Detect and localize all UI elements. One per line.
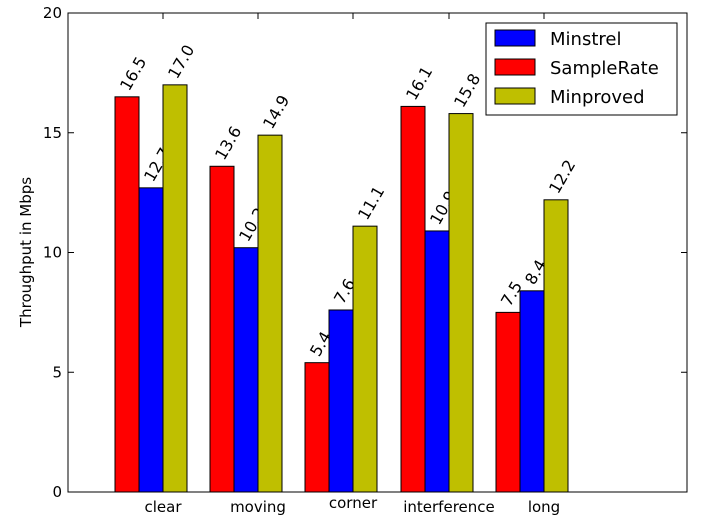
bar-minstrel-interference bbox=[424, 230, 450, 493]
legend-entry-minstrel: Minstrel bbox=[550, 29, 621, 50]
legend-entry-samplerate: SampleRate bbox=[550, 58, 659, 79]
data-label: 16.1 bbox=[402, 63, 436, 103]
bar-minstrel-clear bbox=[138, 187, 164, 493]
plot-area: 16.513.65.416.17.512.710.27.610.98.417.0… bbox=[43, 4, 688, 516]
legend: Minstrel SampleRate Minproved bbox=[485, 22, 678, 116]
y-tick-label: 5 bbox=[52, 363, 62, 381]
bar-minproved-clear bbox=[162, 84, 188, 493]
bar-minproved-moving bbox=[257, 134, 283, 493]
bar-samplerate-interference bbox=[400, 105, 426, 493]
data-label: 16.5 bbox=[116, 53, 150, 93]
bar-minproved-interference bbox=[448, 113, 474, 493]
y-tick-label: 15 bbox=[43, 124, 62, 142]
x-tick-label: moving bbox=[230, 498, 286, 516]
x-tick-label: corner bbox=[329, 494, 378, 512]
data-label: 12.2 bbox=[545, 156, 579, 196]
bar-minstrel-long bbox=[519, 290, 545, 493]
data-label: 17.0 bbox=[164, 41, 198, 81]
bar-minstrel-corner bbox=[328, 309, 354, 493]
y-tick-label: 20 bbox=[43, 4, 62, 22]
bar-minstrel-moving bbox=[233, 247, 259, 493]
bar-samplerate-long bbox=[495, 311, 521, 493]
bar-minproved-corner bbox=[352, 225, 378, 493]
x-tick-label: clear bbox=[144, 498, 182, 516]
legend-swatch-minstrel bbox=[494, 29, 536, 47]
x-tick-label: interference bbox=[403, 498, 495, 516]
bar-minproved-long bbox=[543, 199, 569, 493]
y-tick-label: 0 bbox=[52, 483, 62, 501]
x-tick-label: long bbox=[528, 498, 560, 516]
bar-samplerate-corner bbox=[304, 362, 330, 493]
data-label: 14.9 bbox=[259, 92, 293, 132]
bar-samplerate-moving bbox=[209, 165, 235, 493]
legend-swatch-samplerate bbox=[494, 58, 536, 76]
data-label: 15.8 bbox=[450, 70, 484, 110]
data-label: 13.6 bbox=[211, 123, 245, 163]
y-axis-label: Throughput in Mbps bbox=[17, 177, 35, 328]
bar-samplerate-clear bbox=[114, 96, 140, 493]
y-tick-label: 10 bbox=[43, 244, 62, 262]
data-label: 11.1 bbox=[354, 183, 388, 223]
legend-swatch-minproved bbox=[494, 87, 536, 105]
legend-entry-minproved: Minproved bbox=[550, 87, 645, 108]
